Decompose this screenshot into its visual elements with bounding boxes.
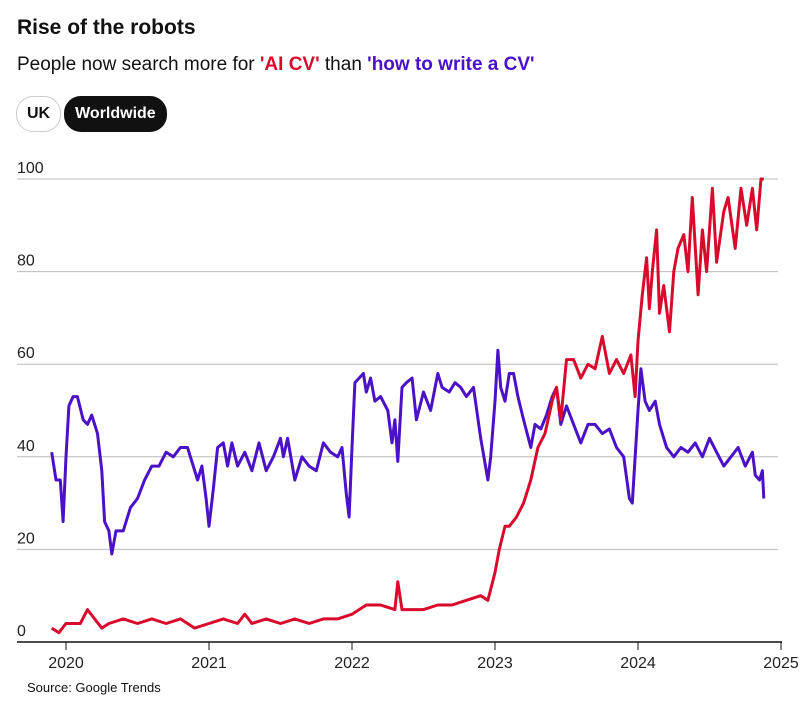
x-tick-label: 2023 <box>477 655 513 672</box>
source-note: Source: Google Trends <box>27 680 161 695</box>
y-tick-label: 100 <box>17 160 44 177</box>
y-tick-label: 60 <box>17 345 35 362</box>
legend-how-to-write-cv: 'how to write a CV' <box>367 54 535 75</box>
toggle-uk[interactable]: UK <box>16 96 62 132</box>
chart-subtitle: People now search more for 'AI CV' than … <box>17 54 535 76</box>
x-tick-label: 2025 <box>763 655 799 672</box>
subtitle-text: than <box>319 54 368 75</box>
x-tick-label: 2021 <box>191 655 227 672</box>
series-line-how-to-write-cv <box>50 348 766 556</box>
subtitle-text: People now search more for <box>17 54 260 75</box>
y-tick-label: 0 <box>17 623 26 640</box>
toggle-worldwide[interactable]: Worldwide <box>64 96 167 132</box>
legend-ai-cv: 'AI CV' <box>259 54 320 75</box>
x-tick-label: 2024 <box>620 655 656 672</box>
x-tick-label: 2020 <box>48 655 84 672</box>
x-tick-label: 2022 <box>334 655 370 672</box>
series-line-ai-cv <box>50 177 764 635</box>
y-tick-label: 20 <box>17 530 35 547</box>
y-tick-label: 80 <box>17 253 35 270</box>
y-tick-label: 40 <box>17 438 35 455</box>
chart-title: Rise of the robots <box>17 16 196 39</box>
region-toggle: UK Worldwide <box>16 96 167 132</box>
